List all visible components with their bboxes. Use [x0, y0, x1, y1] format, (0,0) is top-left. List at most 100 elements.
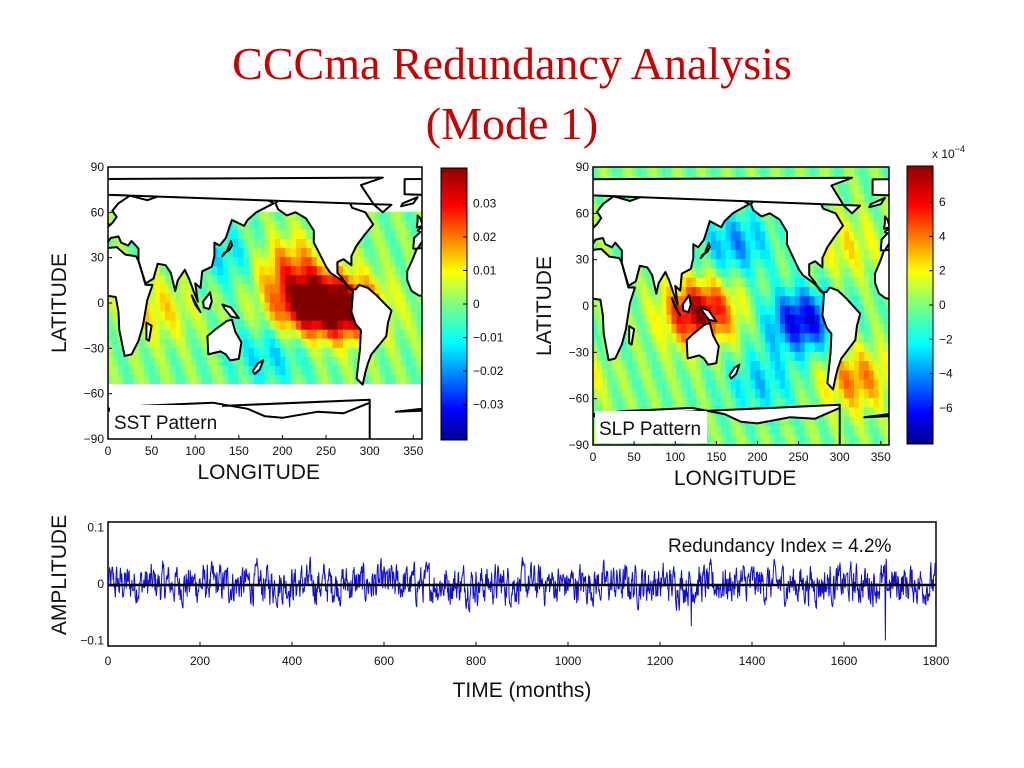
- heatmap-cell: [646, 167, 653, 177]
- heatmap-cell: [710, 167, 717, 177]
- heatmap-cell: [853, 435, 860, 445]
- continent-outline: [108, 185, 275, 303]
- heatmap-cell: [363, 248, 371, 259]
- heatmap-cell: [238, 375, 245, 386]
- heatmap-cell: [863, 342, 870, 353]
- heatmap-cell: [745, 425, 752, 437]
- heatmap-cell: [593, 296, 599, 307]
- heatmap-cell: [254, 167, 261, 177]
- heatmap-cell: [878, 342, 885, 353]
- heatmap-cell: [883, 388, 889, 400]
- heatmap-cell: [243, 257, 250, 268]
- heatmap-cell: [390, 266, 397, 277]
- heatmap-cell: [681, 333, 688, 344]
- heatmap-cell: [233, 411, 240, 422]
- heatmap-cell: [374, 375, 381, 386]
- heatmap-cell: [676, 324, 683, 335]
- heatmap-cell: [868, 222, 875, 233]
- heatmap-cell: [390, 356, 397, 367]
- heatmap-cell: [814, 305, 821, 316]
- heatmap-cell: [607, 388, 614, 400]
- heatmap-cell: [295, 393, 303, 404]
- heatmap-cell: [390, 411, 397, 422]
- x-tick-label: 0: [105, 444, 112, 458]
- heatmap-cell: [285, 220, 292, 231]
- heatmap-cell: [416, 411, 422, 422]
- heatmap-cell: [149, 311, 156, 322]
- heatmap-cell: [117, 356, 125, 367]
- heatmap-cell: [593, 342, 599, 353]
- heatmap-cell: [784, 435, 791, 445]
- heatmap-cell: [322, 347, 329, 358]
- heatmap-cell: [327, 311, 334, 322]
- heatmap-cell: [799, 361, 806, 372]
- heatmap-cell: [784, 324, 791, 335]
- heatmap-cell: [212, 293, 219, 304]
- heatmap-cell: [819, 277, 826, 288]
- heatmap-cell: [212, 365, 219, 377]
- heatmap-cell: [725, 314, 732, 326]
- heatmap-cell: [348, 356, 355, 367]
- heatmap-cell: [765, 425, 772, 437]
- heatmap-cell: [735, 314, 742, 326]
- heatmap-cell: [745, 314, 752, 326]
- heatmap-cell: [332, 338, 339, 349]
- heatmap-cell: [631, 296, 638, 307]
- heatmap-cell: [108, 239, 114, 250]
- heatmap-cell: [343, 320, 350, 331]
- slp-panel-label: SLP Pattern: [599, 419, 701, 440]
- heatmap-cell: [212, 375, 219, 386]
- heatmap-cell: [280, 429, 287, 439]
- heatmap-cell: [301, 338, 308, 349]
- heatmap-cell: [839, 194, 846, 205]
- heatmap-cell: [301, 384, 308, 395]
- heatmap-cell: [868, 268, 875, 279]
- heatmap-cell: [849, 296, 855, 307]
- heatmap-cell: [280, 365, 287, 377]
- heatmap-cell: [280, 384, 287, 395]
- heatmap-cell: [217, 167, 224, 177]
- heatmap-cell: [705, 167, 712, 177]
- continent-outline: [681, 294, 692, 314]
- heatmap-cell: [227, 384, 235, 395]
- heatmap-cell: [259, 293, 266, 304]
- heatmap-cell: [384, 338, 392, 349]
- colorbar-tick-label: −2: [939, 332, 953, 346]
- heatmap-cell: [740, 425, 747, 437]
- heatmap-cell: [868, 407, 875, 418]
- heatmap-cell: [227, 229, 235, 241]
- heatmap-cell: [285, 375, 292, 386]
- heatmap-cell: [108, 365, 114, 377]
- heatmap-cell: [715, 240, 722, 251]
- heatmap-cell: [112, 167, 119, 177]
- heatmap-cell: [259, 229, 266, 241]
- heatmap-cell: [631, 370, 638, 381]
- heatmap-cell: [858, 222, 865, 233]
- heatmap-cell: [858, 277, 865, 288]
- heatmap-cell: [765, 388, 772, 400]
- heatmap-cell: [238, 266, 245, 277]
- heatmap-cell: [853, 286, 860, 298]
- heatmap-cell: [814, 388, 821, 400]
- heatmap-cell: [868, 249, 875, 261]
- heatmap-cell: [180, 384, 187, 395]
- heatmap-cell: [641, 268, 648, 279]
- continent-outline: [536, 241, 546, 256]
- heatmap-cell: [651, 286, 658, 298]
- heatmap-cell: [607, 361, 614, 372]
- heatmap-cell: [322, 320, 329, 331]
- heatmap-cell: [212, 266, 219, 277]
- heatmap-cell: [212, 167, 219, 177]
- heatmap-cell: [405, 248, 413, 259]
- heatmap-cell: [400, 356, 407, 367]
- heatmap-cell: [322, 338, 329, 349]
- heatmap-cell: [696, 370, 703, 381]
- heatmap-cell: [691, 370, 698, 381]
- heatmap-cell: [248, 275, 256, 286]
- heatmap-cell: [301, 220, 308, 231]
- heatmap-cell: [295, 284, 303, 295]
- heatmap-cell: [740, 379, 747, 390]
- heatmap-cell: [804, 296, 811, 307]
- heatmap-cell: [400, 248, 407, 259]
